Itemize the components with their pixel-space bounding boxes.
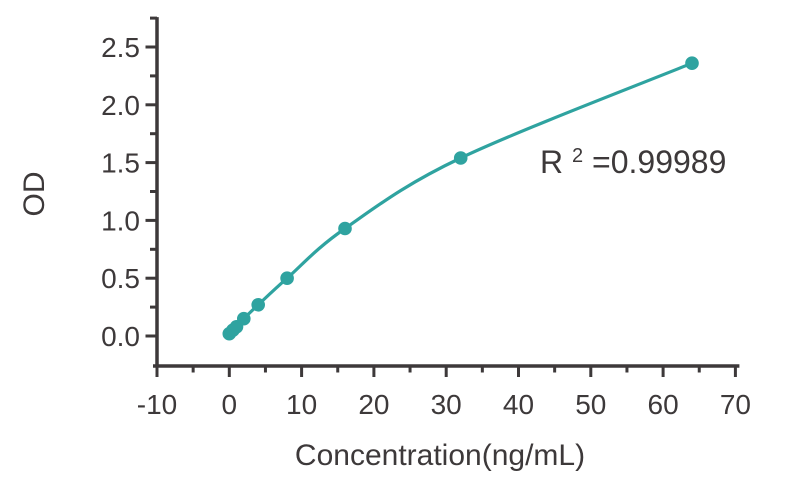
data-point <box>338 221 352 236</box>
x-tick-label: 60 <box>648 389 679 420</box>
data-point <box>685 56 699 70</box>
y-tick-label: 0.5 <box>101 263 140 294</box>
curve-layer <box>222 56 699 341</box>
x-tick-label: 40 <box>503 389 534 420</box>
data-point <box>280 271 294 286</box>
x-tick-label: -10 <box>137 389 177 420</box>
y-axis-title: OD <box>18 172 51 217</box>
fitted-curve <box>227 61 694 336</box>
r-squared-value: =0.99989 <box>592 144 726 180</box>
y-tick-label: 2.5 <box>101 32 140 63</box>
x-tick-label: 0 <box>222 389 238 420</box>
r-squared-annotation: R 2 =0.99989 <box>540 133 726 180</box>
x-tick-label: 30 <box>431 389 462 420</box>
y-tick-label: 2.0 <box>101 90 140 121</box>
r-squared-prefix: R <box>540 144 563 180</box>
x-tick-label: 20 <box>358 389 389 420</box>
x-tick-label: 10 <box>286 389 317 420</box>
data-point <box>237 311 251 326</box>
y-tick-label: 1.5 <box>101 148 140 179</box>
r-squared-superscript: 2 <box>572 145 583 167</box>
y-tick-label: 1.0 <box>101 205 140 236</box>
axes-layer: -10 0 10 20 30 40 50 60 70 0.0 0.5 1.0 1.5 2.0 2.5 <box>101 16 751 420</box>
data-point <box>453 151 468 165</box>
x-axis-title: Concentration(ng/mL) <box>295 439 585 472</box>
x-tick-label: 50 <box>575 389 606 420</box>
y-tick-label: 0.0 <box>101 321 140 352</box>
data-point <box>251 298 265 312</box>
x-tick-label: 70 <box>720 389 751 420</box>
